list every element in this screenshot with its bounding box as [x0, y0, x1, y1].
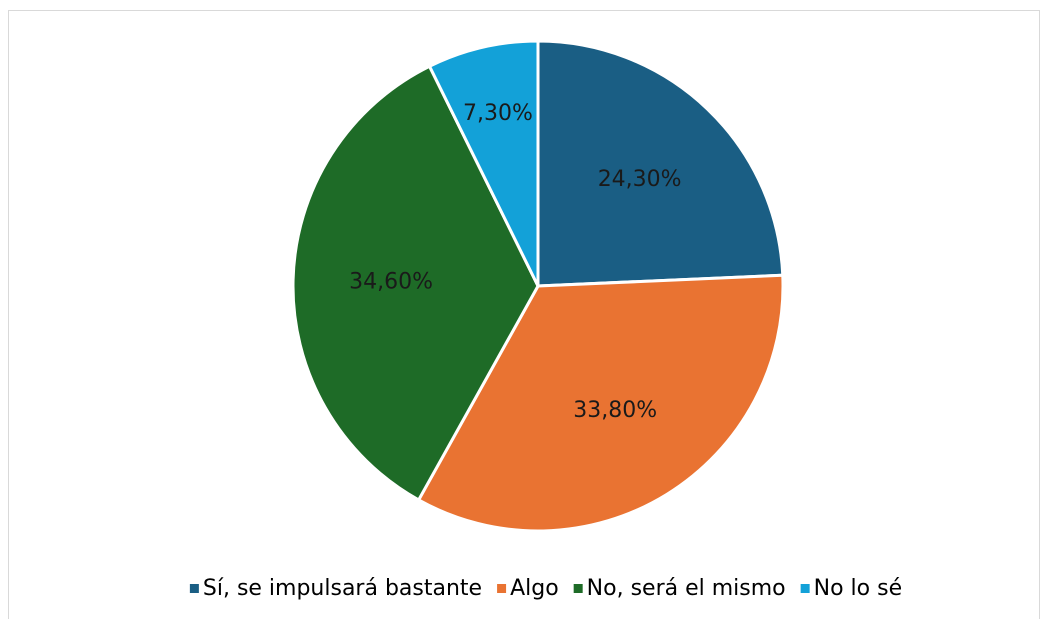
data-label: 34,60%	[349, 269, 433, 294]
legend-marker	[800, 584, 810, 593]
legend-label: No lo sé	[814, 576, 902, 601]
pie-slice	[536, 39, 785, 288]
pie-slice	[291, 64, 540, 502]
legend-marker	[573, 584, 583, 593]
data-label: 7,30%	[463, 101, 533, 126]
data-label: 33,80%	[573, 398, 657, 423]
data-label: 24,30%	[598, 167, 682, 192]
legend-marker	[497, 584, 507, 593]
legend-label: Sí, se impulsará bastante	[203, 576, 482, 601]
legend-marker	[189, 584, 199, 593]
pie-slice	[427, 39, 540, 287]
legend-label: Algo	[510, 576, 559, 601]
legend-label: No, será el mismo	[587, 576, 786, 601]
